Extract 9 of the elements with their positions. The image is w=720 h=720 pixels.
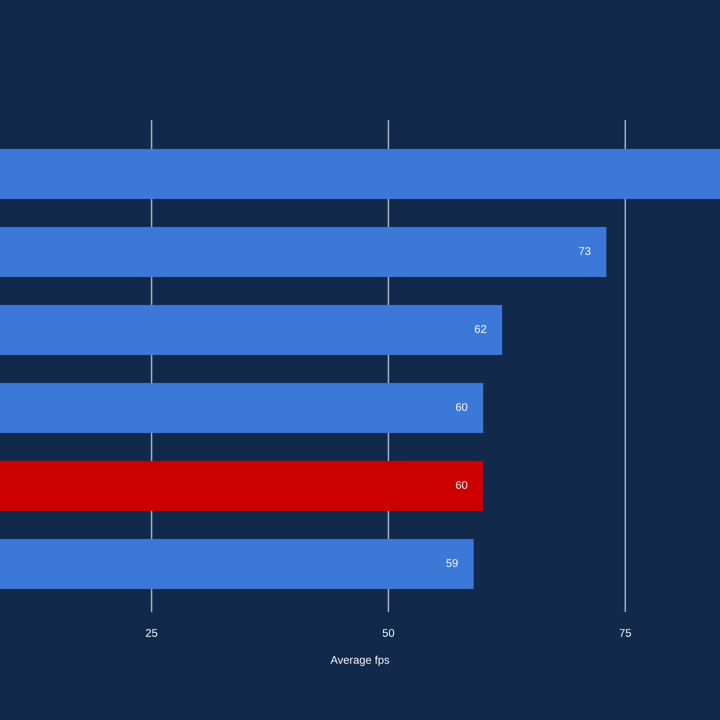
data-label: 60 [456, 403, 468, 411]
data-label: 60 [456, 481, 468, 489]
data-label: 59 [446, 559, 458, 568]
data-label: 73 [579, 247, 590, 255]
x-tick-label: 75 [620, 629, 631, 637]
x-tick-label: 25 [146, 628, 158, 637]
x-axis-title: Average fps [330, 656, 390, 666]
x-tick-label: 50 [382, 628, 394, 637]
data-label: 62 [474, 325, 486, 333]
